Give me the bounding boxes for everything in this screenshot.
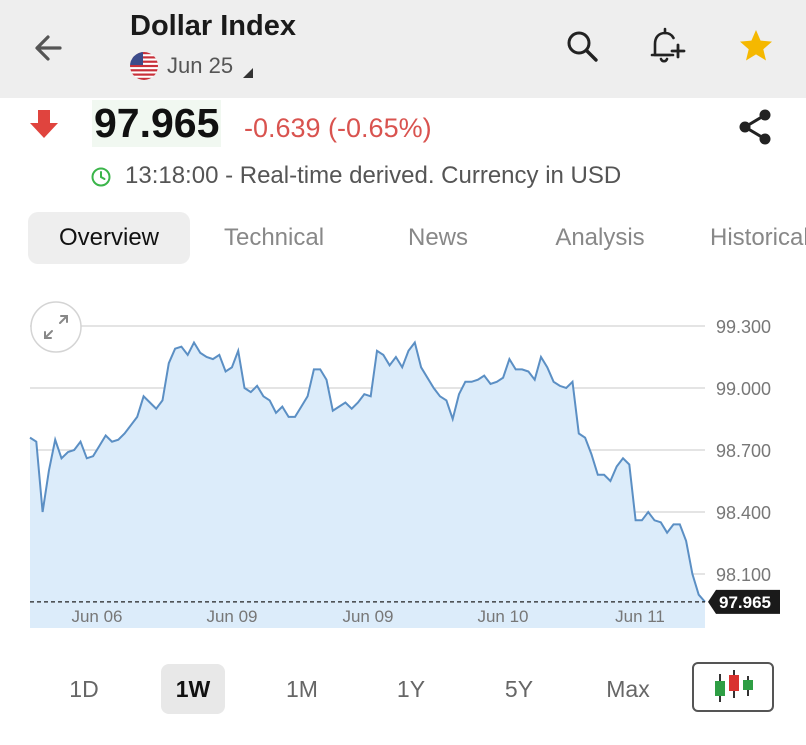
range-1y[interactable]: 1Y	[396, 676, 426, 702]
last-price-label: 97.965	[719, 593, 771, 612]
x-tick-label: Jun 09	[206, 607, 257, 626]
tab-overview[interactable]: Overview	[28, 212, 190, 264]
price-line	[29, 340, 706, 603]
time-range-selector: 1D 1W 1M 1Y 5Y Max	[0, 660, 806, 716]
y-tick-label: 98.400	[716, 503, 771, 523]
y-tick-label: 99.000	[716, 379, 771, 399]
x-tick-label: Jun 11	[615, 607, 665, 626]
instrument-title: Dollar Index	[130, 10, 296, 42]
candlestick-icon	[715, 670, 753, 702]
clock-icon	[91, 167, 111, 187]
y-tick-label: 98.700	[716, 441, 771, 461]
back-button[interactable]	[30, 28, 70, 68]
price-area	[30, 342, 705, 628]
chart-type-button[interactable]	[692, 662, 774, 712]
tab-news[interactable]: News	[407, 224, 468, 251]
dropdown-triangle-icon	[243, 68, 254, 78]
price-chart-svg: 99.300 99.000 98.700 98.400 98.100 Jun 06 Jun…	[29, 301, 780, 628]
arrow-left-icon	[35, 35, 62, 61]
share-icon	[739, 109, 771, 145]
range-1m[interactable]: 1M	[286, 676, 318, 702]
tab-technical[interactable]: Technical	[223, 224, 325, 251]
realtime-status-text: 13:18:00 - Real-time derived. Currency i…	[125, 162, 622, 189]
watchlist-button[interactable]	[734, 24, 778, 68]
star-icon	[740, 30, 772, 61]
range-1w[interactable]: 1W	[161, 664, 225, 714]
bell-plus-icon	[650, 27, 686, 63]
tab-analysis[interactable]: Analysis	[555, 224, 645, 251]
expand-chart-button[interactable]	[30, 301, 82, 353]
add-alert-button[interactable]	[645, 24, 689, 68]
y-tick-label: 98.100	[716, 565, 771, 585]
last-price-badge: 97.965	[708, 589, 780, 614]
price-chart[interactable]: 99.300 99.000 98.700 98.400 98.100 Jun 06 Jun…	[0, 290, 806, 640]
down-arrow-icon	[30, 110, 58, 138]
tab-historical[interactable]: Historical	[710, 224, 806, 251]
range-max[interactable]: Max	[606, 676, 650, 702]
price-change: -0.639 (-0.65%)	[244, 113, 432, 143]
range-1d[interactable]: 1D	[69, 676, 99, 702]
x-tick-label: Jun 09	[342, 607, 393, 626]
last-price: 97.965	[92, 100, 222, 147]
search-button[interactable]	[560, 24, 604, 68]
section-tabs: Overview Technical News Analysis Histori…	[0, 212, 806, 266]
contract-date: Jun 25	[167, 53, 234, 78]
contract-selector[interactable]: Jun 25	[130, 51, 254, 81]
search-icon	[567, 31, 598, 62]
range-5y[interactable]: 5Y	[504, 676, 534, 702]
x-tick-label: Jun 10	[477, 607, 528, 626]
expand-icon	[44, 315, 68, 339]
share-button[interactable]	[734, 106, 776, 148]
app-header: Dollar Index Jun 25	[0, 0, 806, 98]
x-tick-label: Jun 06	[71, 607, 122, 626]
us-flag-icon	[130, 52, 158, 80]
y-tick-label: 99.300	[716, 317, 771, 337]
